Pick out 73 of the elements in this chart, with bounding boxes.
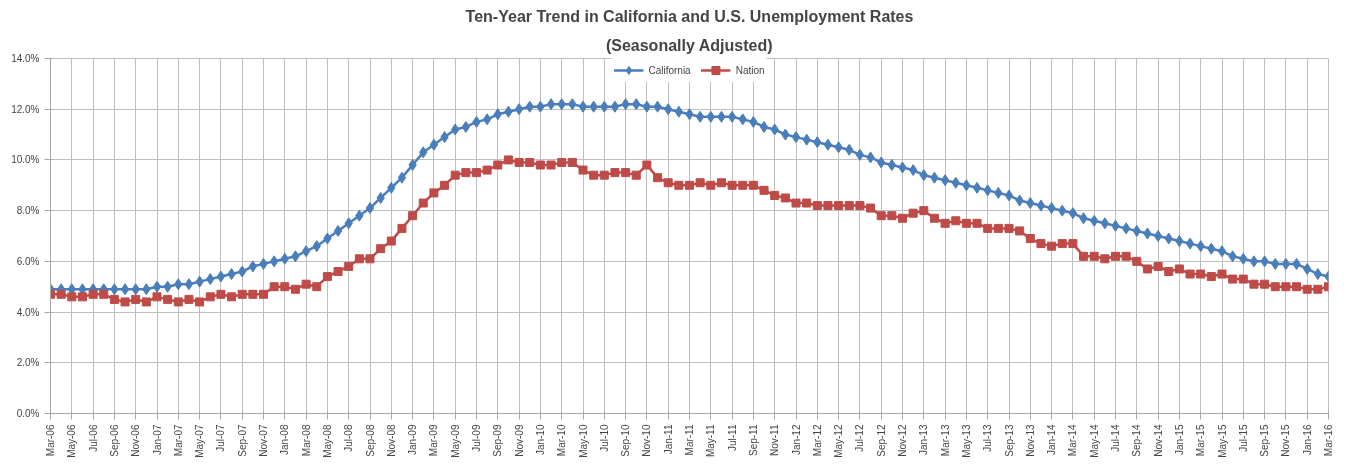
x-tick-label: Mar-09 [428, 424, 440, 457]
x-tick-label: Jan-11 [662, 424, 674, 455]
x-tick-label: May-12 [833, 424, 845, 458]
x-tick-label: Nov-10 [641, 424, 653, 457]
x-tick-label: May-13 [960, 424, 972, 458]
x-tick-label: Nov-07 [258, 424, 269, 457]
x-tick-label: Sep-13 [1003, 424, 1015, 457]
x-tick-label: Sep-10 [620, 424, 632, 457]
x-tick-label: Sep-09 [492, 424, 504, 457]
x-tick-label: Sep-06 [108, 424, 120, 457]
x-tick-label: Mar-15 [1195, 424, 1207, 457]
x-tick-label: Jan-16 [1301, 424, 1313, 456]
x-tick-label: Mar-08 [300, 424, 312, 457]
x-tick-label: Jan-12 [790, 424, 802, 456]
x-tick-label: Jul-09 [471, 424, 482, 452]
x-tick-label: Mar-13 [939, 424, 951, 457]
x-tick-label: Sep-11 [747, 424, 759, 456]
x-tick-label: Sep-14 [1131, 424, 1143, 457]
x-tick-label: Nov-08 [385, 424, 397, 457]
x-tick-label: Nov-11 [769, 424, 781, 456]
x-tick-label: Jul-08 [343, 424, 355, 452]
x-tick-label: Jan-14 [1046, 424, 1058, 456]
x-tick-label: Mar-16 [1323, 424, 1334, 457]
x-tick-label: Nov-06 [130, 424, 142, 457]
x-tick-label: Jan-10 [534, 424, 546, 456]
x-tick-label: May-10 [577, 424, 589, 458]
x-tick-label: Nov-14 [1152, 424, 1164, 457]
legend-label: Nation [735, 64, 765, 76]
x-tick-label: Mar-10 [556, 424, 568, 457]
chart-title: Ten-Year Trend in California and U.S. Unemployment Rates [465, 7, 914, 25]
x-tick-label: Jul-06 [87, 424, 99, 452]
x-tick-label: Jan-13 [918, 424, 930, 456]
x-tick-label: Jul-13 [982, 424, 994, 452]
x-tick-label: May-15 [1216, 424, 1228, 458]
x-tick-label: Sep-07 [236, 424, 248, 457]
x-tick-label: May-09 [449, 424, 461, 458]
x-tick-label: Jul-12 [854, 424, 866, 452]
x-tick-label: Mar-11 [684, 424, 695, 456]
x-tick-label: May-14 [1088, 424, 1100, 458]
y-tick-label: 6.0% [16, 255, 40, 267]
x-tick-label: Mar-12 [811, 424, 823, 457]
x-tick-label: Jan-08 [279, 424, 291, 456]
x-tick-label: May-11 [705, 424, 717, 458]
x-tick-label: Jul-14 [1110, 424, 1121, 452]
x-tick-label: Nov-15 [1280, 424, 1292, 457]
y-tick-label: 0.0% [16, 408, 40, 419]
y-tick-label: 8.0% [16, 205, 40, 217]
x-tick-label: Jan-09 [407, 424, 419, 456]
x-tick-label: Nov-09 [513, 424, 525, 457]
x-tick-label: May-07 [194, 424, 206, 458]
x-tick-label: May-06 [66, 424, 78, 458]
x-tick-label: Mar-14 [1067, 424, 1079, 457]
x-tick-label: May-08 [321, 424, 333, 458]
legend-label: California [648, 64, 691, 76]
y-tick-label: 14.0% [11, 53, 40, 64]
chart-subtitle: (Seasonally Adjusted) [605, 36, 773, 54]
x-tick-label: Nov-13 [1024, 424, 1036, 457]
y-tick-label: 12.0% [11, 103, 40, 115]
x-tick-label: Jan-15 [1173, 424, 1185, 456]
x-tick-label: Jul-11 [726, 424, 738, 451]
x-tick-label: Mar-07 [172, 424, 184, 457]
x-tick-label: Jul-15 [1237, 424, 1249, 452]
y-tick-label: 4.0% [16, 306, 40, 318]
y-tick-label: 10.0% [11, 154, 40, 166]
x-tick-label: Sep-08 [364, 424, 376, 457]
x-tick-label: Sep-15 [1259, 424, 1271, 457]
x-tick-label: Mar-06 [45, 424, 56, 457]
y-tick-label: 2.0% [16, 357, 40, 369]
x-tick-label: Jan-07 [151, 424, 163, 456]
x-tick-label: Sep-12 [875, 424, 887, 457]
x-tick-label: Nov-12 [897, 424, 908, 457]
x-tick-label: Jul-10 [598, 424, 610, 452]
x-tick-label: Jul-07 [215, 424, 227, 452]
